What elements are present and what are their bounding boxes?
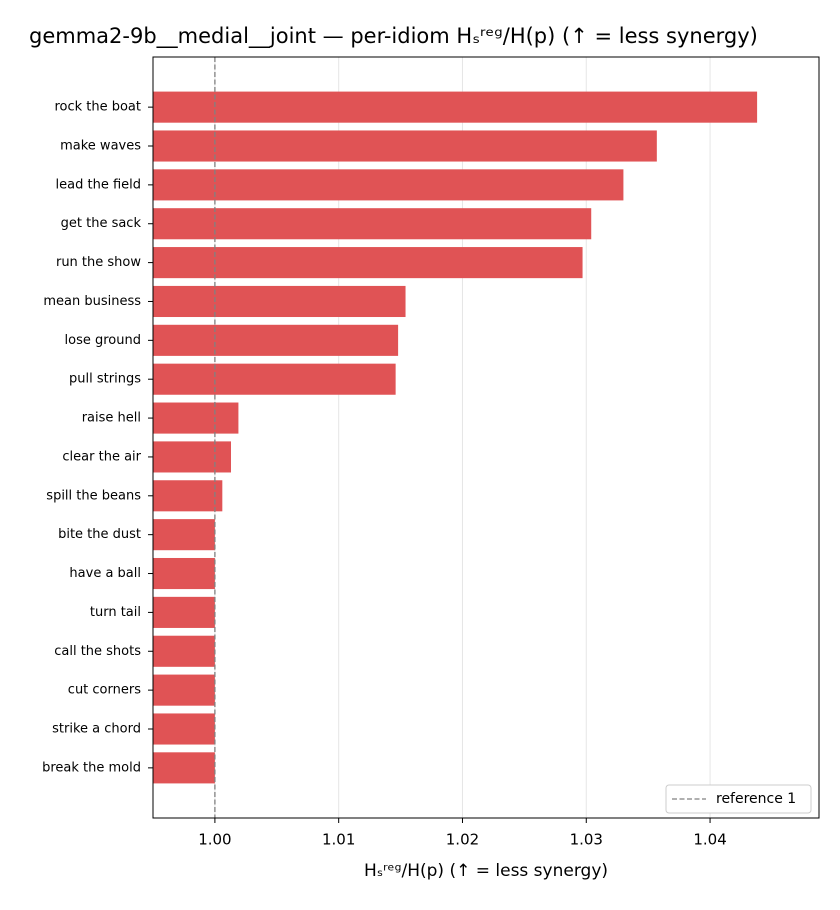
bar: [153, 130, 657, 162]
y-tick-label: cut corners: [68, 683, 141, 698]
y-tick-label: rock the boat: [54, 100, 141, 115]
bar: [153, 169, 624, 201]
y-tick-label: raise hell: [82, 411, 141, 426]
legend-box: [665, 784, 812, 814]
y-tick-label: turn tail: [90, 605, 141, 620]
y-tick-label: make waves: [60, 139, 141, 154]
bar: [153, 285, 406, 318]
x-tick-label: 1.01: [322, 831, 355, 849]
y-tick-label: pull strings: [69, 372, 141, 387]
bar: [153, 208, 592, 240]
x-tick-label: 1.03: [570, 831, 603, 849]
bar: [153, 557, 215, 590]
y-tick-label: spill the beans: [46, 488, 141, 503]
y-tick-label: lead the field: [56, 177, 141, 192]
y-tick-label: call the shots: [54, 644, 141, 659]
bar: [153, 596, 215, 628]
bar: [153, 519, 215, 551]
y-tick-label: get the sack: [61, 216, 142, 231]
bar: [153, 752, 215, 784]
y-tick-label: strike a chord: [52, 721, 141, 736]
bar: [153, 247, 583, 279]
y-tick-label: lose ground: [65, 333, 141, 348]
x-tick-label: 1.04: [693, 831, 726, 849]
bar: [153, 402, 239, 434]
x-tick-label: 1.00: [198, 831, 231, 849]
bar: [153, 441, 231, 473]
chart-title: gemma2-9b__medial__joint — per-idiom Hₛʳ…: [29, 24, 758, 49]
bar: [153, 713, 215, 745]
bar: [153, 363, 396, 395]
y-tick-label: run the show: [56, 255, 141, 270]
y-tick-label: have a ball: [69, 566, 141, 581]
bar: [153, 324, 399, 356]
y-tick-label: mean business: [43, 294, 141, 309]
y-tick-label: clear the air: [62, 449, 141, 464]
x-axis-label: Hₛʳᵉᵍ/H(p) (↑ = less synergy): [364, 861, 608, 881]
bar: [153, 480, 223, 512]
y-tick-label: break the mold: [42, 760, 141, 775]
y-tick-label: bite the dust: [58, 527, 141, 542]
plot-frame: [152, 56, 820, 819]
bar: [153, 91, 758, 123]
x-tick-label: 1.02: [446, 831, 479, 849]
bar: [153, 635, 215, 667]
legend-label: reference 1: [716, 791, 796, 807]
bar: [153, 674, 215, 706]
